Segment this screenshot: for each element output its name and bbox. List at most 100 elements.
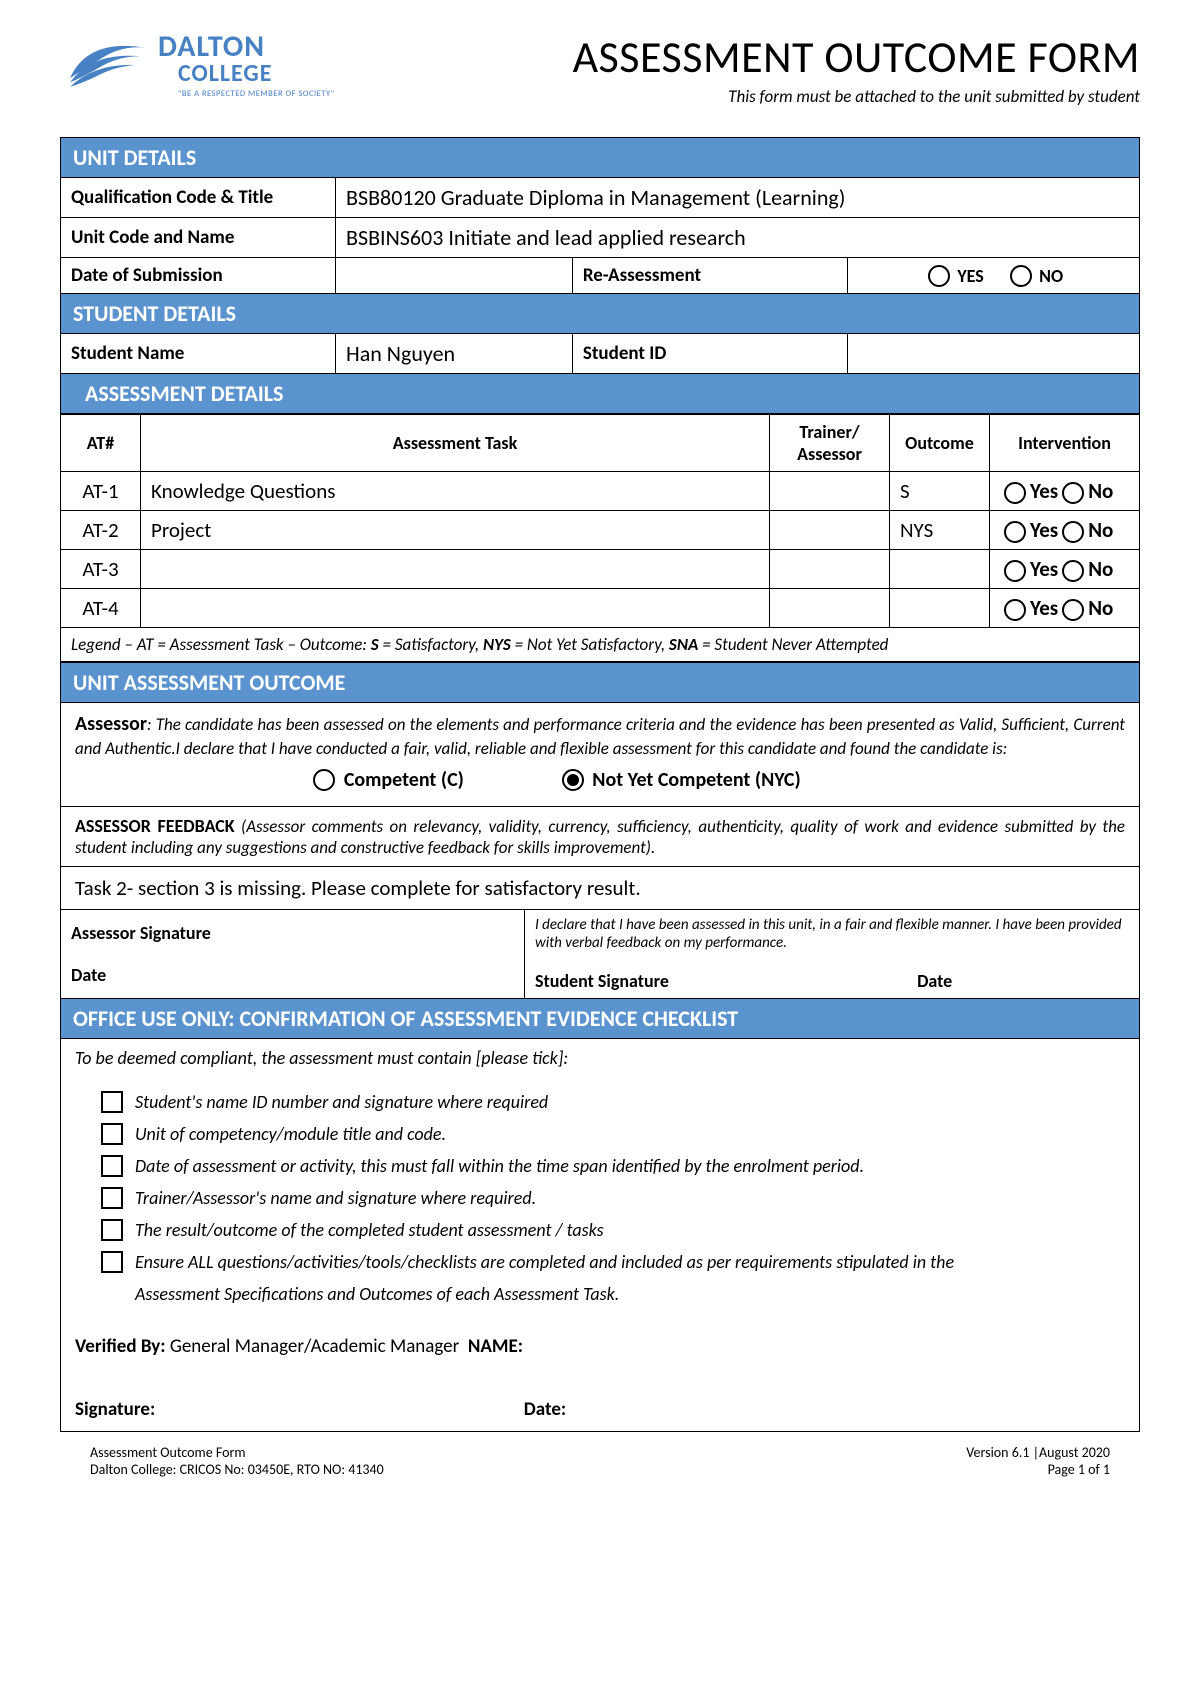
footer-right-1: Version 6.1 |August 2020	[966, 1444, 1110, 1461]
date-submission-label: Date of Submission	[61, 258, 336, 294]
section-student-details: STUDENT DETAILS	[61, 294, 1140, 334]
at4-outcome[interactable]	[890, 589, 990, 628]
feedback-text[interactable]: Task 2- section 3 is missing. Please com…	[61, 867, 1140, 910]
student-name-value[interactable]: Han Nguyen	[336, 334, 573, 374]
col-intervention: Intervention	[990, 415, 1140, 472]
at1-outcome: S	[890, 472, 990, 511]
feedback-label: ASSESSOR FEEDBACK	[75, 815, 235, 837]
checklist-item-5: The result/outcome of the completed stud…	[101, 1219, 1099, 1241]
col-outcome: Outcome	[890, 415, 990, 472]
unit-code-label: Unit Code and Name	[61, 218, 336, 258]
student-id-value[interactable]	[847, 334, 1139, 374]
at4-task[interactable]	[141, 589, 770, 628]
date-submission-value[interactable]	[336, 258, 573, 294]
student-name-label: Student Name	[61, 334, 336, 374]
section-unit-details: UNIT DETAILS	[61, 138, 1140, 178]
assessor-signature-cell: Assessor Signature Date	[61, 910, 525, 999]
at3-outcome[interactable]	[890, 550, 990, 589]
logo-swoosh-icon	[60, 30, 150, 100]
checklist-item-4: Trainer/Assessor's name and signature wh…	[101, 1187, 1099, 1209]
reassessment-label: Re-Assessment	[572, 258, 847, 294]
form-table: UNIT DETAILS Qualification Code & Title …	[60, 137, 1140, 414]
assessment-table: AT# Assessment Task Trainer/Assessor Out…	[60, 414, 1140, 662]
at1-trainer[interactable]	[770, 472, 890, 511]
at1-no-radio[interactable]	[1062, 482, 1084, 504]
footer-left-2: Dalton College: CRICOS No: 03450E, RTO N…	[90, 1461, 384, 1478]
feedback-header: ASSESSOR FEEDBACK (Assessor comments on …	[61, 807, 1140, 867]
at-row-1: AT-1 Knowledge Questions S YesNo	[61, 472, 1140, 511]
at4-trainer[interactable]	[770, 589, 890, 628]
unit-code-value: BSBINS603 Initiate and lead applied rese…	[336, 218, 1140, 258]
assessor-date-label: Date	[71, 964, 106, 986]
logo-sub: COLLEGE	[178, 62, 335, 86]
check-3[interactable]	[101, 1155, 123, 1177]
at1-num: AT-1	[61, 472, 141, 511]
at3-no-radio[interactable]	[1062, 560, 1084, 582]
nyc-option: Not Yet Competent (NYC)	[558, 767, 801, 794]
reassess-yes-label: YES	[957, 265, 983, 287]
at3-intervention: YesNo	[990, 550, 1140, 589]
col-task: Assessment Task	[141, 415, 770, 472]
check-6[interactable]	[101, 1251, 123, 1273]
page-subtitle: This form must be attached to the unit s…	[573, 86, 1140, 107]
logo-name: DALTON	[158, 32, 335, 62]
assessor-label: Assessor	[75, 712, 147, 736]
at2-yes-radio[interactable]	[1004, 521, 1026, 543]
footer-right-2: Page 1 of 1	[966, 1461, 1110, 1478]
at2-no-radio[interactable]	[1062, 521, 1084, 543]
at4-num: AT-4	[61, 589, 141, 628]
at4-intervention: YesNo	[990, 589, 1140, 628]
section-office: OFFICE USE ONLY: CONFIRMATION OF ASSESSM…	[61, 999, 1140, 1039]
student-sig-label: Student Signature	[535, 970, 669, 992]
student-id-label: Student ID	[572, 334, 847, 374]
check-2[interactable]	[101, 1123, 123, 1145]
check-1[interactable]	[101, 1091, 123, 1113]
at3-num: AT-3	[61, 550, 141, 589]
section-assessment-details: ASSESSMENT DETAILS	[61, 374, 1140, 414]
at3-trainer[interactable]	[770, 550, 890, 589]
at3-yes-radio[interactable]	[1004, 560, 1026, 582]
logo: DALTON COLLEGE "BE A RESPECTED MEMBER OF…	[60, 30, 335, 100]
at3-task[interactable]	[141, 550, 770, 589]
at2-trainer[interactable]	[770, 511, 890, 550]
assessor-declaration: Assessor: The candidate has been assesse…	[61, 703, 1140, 807]
at1-yes-radio[interactable]	[1004, 482, 1026, 504]
signature-date-row: Signature: Date:	[61, 1388, 1140, 1432]
at-row-4: AT-4 YesNo	[61, 589, 1140, 628]
signature-label: Signature:	[75, 1398, 155, 1421]
at2-num: AT-2	[61, 511, 141, 550]
section-outcome: UNIT ASSESSMENT OUTCOME	[61, 663, 1140, 703]
reassess-no-radio[interactable]	[1010, 265, 1032, 287]
assessor-sig-label: Assessor Signature	[71, 922, 211, 944]
date-label: Date:	[524, 1398, 566, 1421]
verified-value: General Manager/Academic Manager	[166, 1335, 464, 1358]
check-5[interactable]	[101, 1219, 123, 1241]
checklist-intro: To be deemed compliant, the assessment m…	[61, 1039, 1140, 1078]
reassess-no-label: NO	[1039, 265, 1063, 287]
reassess-yes-radio[interactable]	[928, 265, 950, 287]
at2-intervention: YesNo	[990, 511, 1140, 550]
page-header: DALTON COLLEGE "BE A RESPECTED MEMBER OF…	[60, 30, 1140, 107]
at-row-2: AT-2 Project NYS YesNo	[61, 511, 1140, 550]
check-4[interactable]	[101, 1187, 123, 1209]
checklist-item-2: Unit of competency/module title and code…	[101, 1123, 1099, 1145]
reassessment-options: YES NO	[847, 258, 1139, 294]
logo-tagline: "BE A RESPECTED MEMBER OF SOCIETY"	[178, 90, 335, 99]
at1-intervention: YesNo	[990, 472, 1140, 511]
checklist-item-6: Ensure ALL questions/activities/tools/ch…	[101, 1251, 1099, 1273]
qualification-value: BSB80120 Graduate Diploma in Management …	[336, 178, 1140, 218]
competent-radio[interactable]	[313, 769, 335, 791]
col-trainer: Trainer/Assessor	[770, 415, 890, 472]
page-title: ASSESSMENT OUTCOME FORM	[573, 30, 1140, 84]
competent-option: Competent (C)	[309, 767, 464, 794]
outcome-table: UNIT ASSESSMENT OUTCOME Assessor: The ca…	[60, 662, 1140, 1432]
student-signature-cell: I declare that I have been assessed in t…	[524, 910, 1139, 999]
checklist-item-3: Date of assessment or activity, this mus…	[101, 1155, 1099, 1177]
at4-yes-radio[interactable]	[1004, 599, 1026, 621]
at4-no-radio[interactable]	[1062, 599, 1084, 621]
student-declare: I declare that I have been assessed in t…	[535, 916, 1129, 952]
col-at: AT#	[61, 415, 141, 472]
name-label: NAME:	[468, 1335, 523, 1358]
checklist-items: Student's name ID number and signature w…	[61, 1077, 1140, 1327]
nyc-radio[interactable]	[562, 769, 584, 791]
